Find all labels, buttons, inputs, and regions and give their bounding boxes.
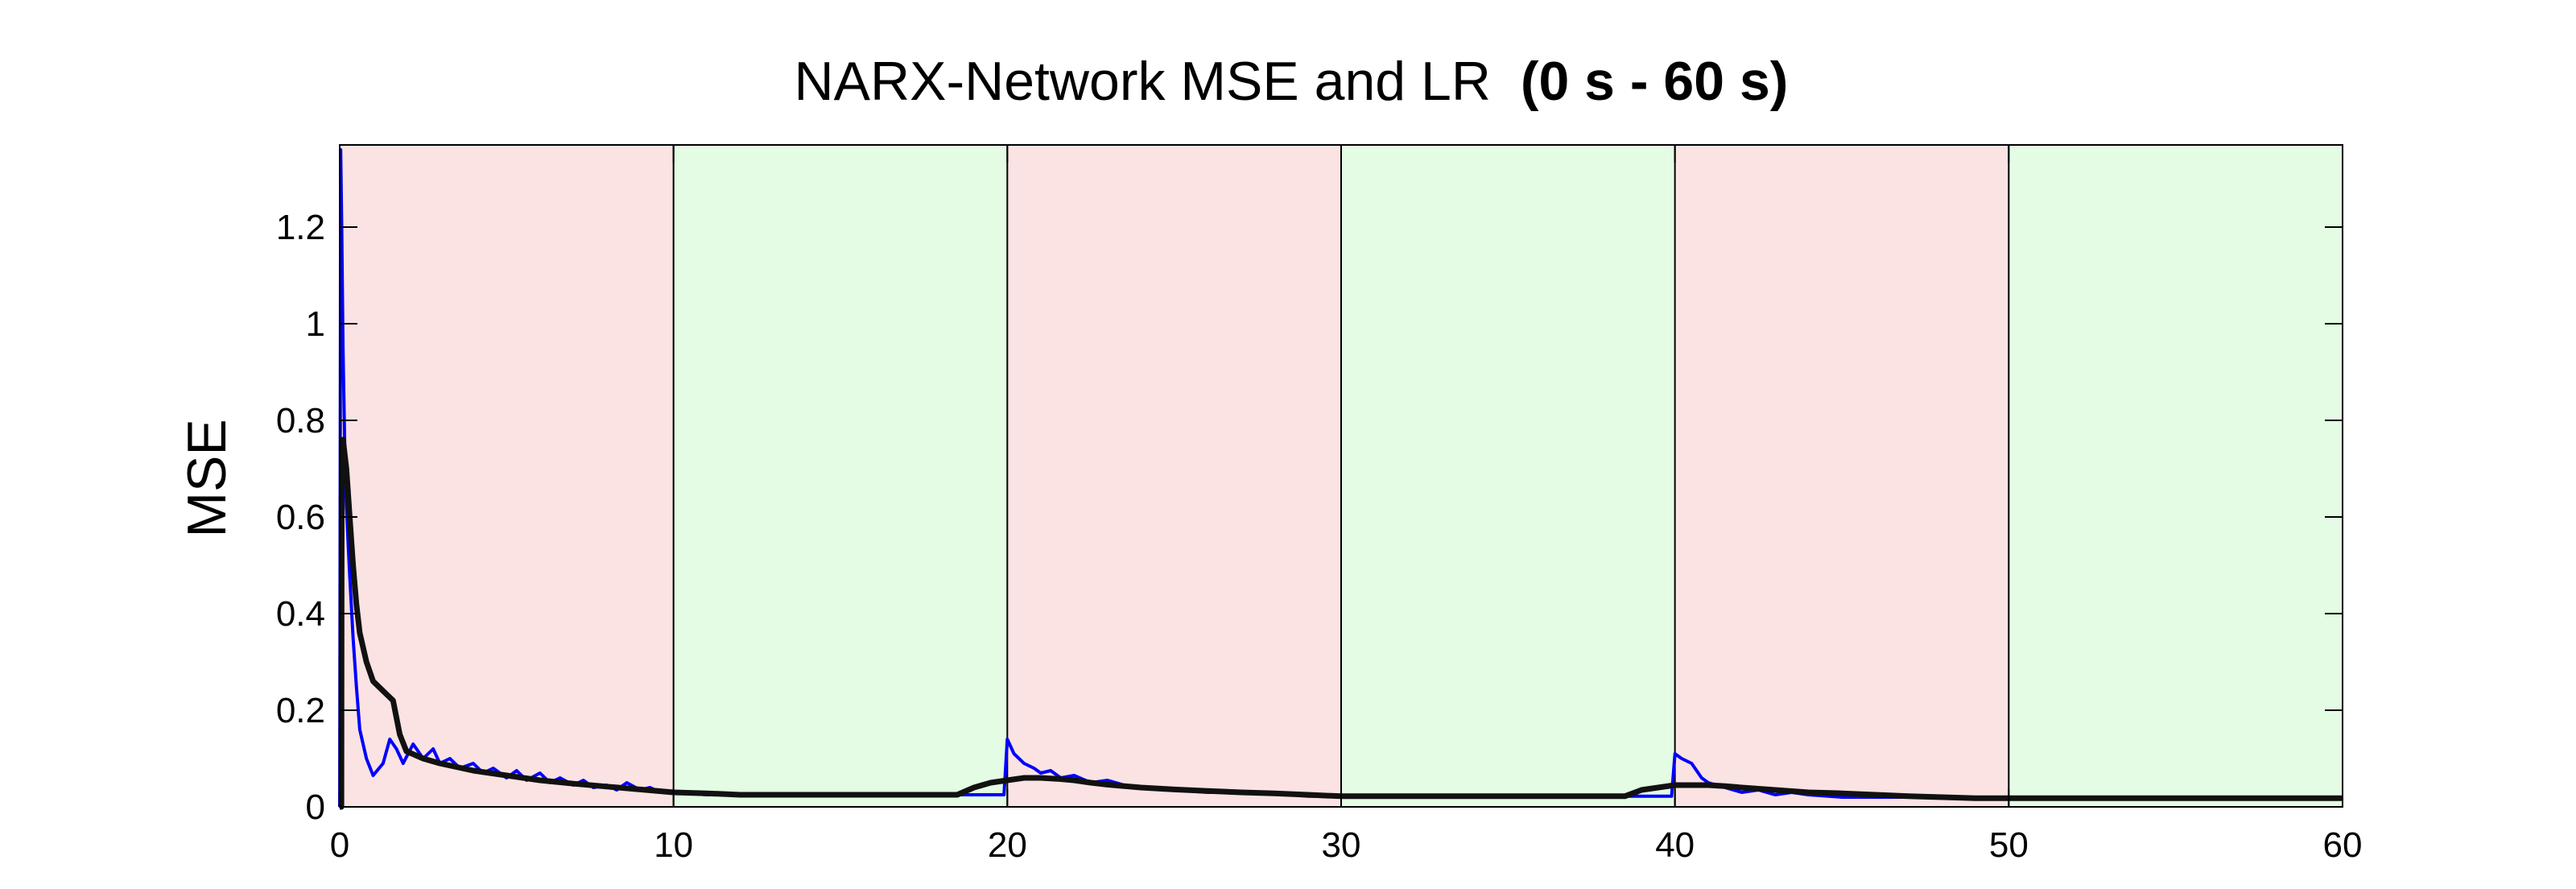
x-axis: 0 10 20 30 40 50 60 xyxy=(330,145,2363,865)
y-tick-label: 0.8 xyxy=(276,401,325,440)
y-tick-label: 0 xyxy=(306,788,325,827)
shaded-region-2 xyxy=(1007,145,1341,807)
shaded-region-4 xyxy=(1674,145,2009,807)
y-axis-label: MSE xyxy=(176,419,237,537)
x-tick-label: 10 xyxy=(654,825,693,865)
y-tick-label: 1.2 xyxy=(276,208,325,247)
shaded-regions xyxy=(340,145,2343,807)
shaded-region-1 xyxy=(673,145,1008,807)
x-tick-label: 0 xyxy=(330,825,349,865)
x-tick-label: 50 xyxy=(1989,825,2029,865)
x-tick-label: 40 xyxy=(1655,825,1695,865)
region-dividers xyxy=(672,145,2010,807)
x-tick-label: 20 xyxy=(988,825,1027,865)
y-tick-label: 0.6 xyxy=(276,498,325,537)
series-lines xyxy=(338,148,2343,810)
series-line-lr xyxy=(338,436,2343,810)
x-tick-label: 30 xyxy=(1322,825,1361,865)
shaded-region-3 xyxy=(1341,145,1675,807)
shaded-region-0 xyxy=(340,145,674,807)
y-tick-label: 1 xyxy=(306,304,325,344)
y-tick-label: 0.2 xyxy=(276,691,325,730)
chart-title-range: (0 s - 60 s) xyxy=(1521,51,1789,112)
chart-title: NARX-Network MSE and LR (0 s - 60 s) xyxy=(795,51,1789,112)
y-tick-label: 0.4 xyxy=(276,594,325,634)
x-tick-label: 60 xyxy=(2323,825,2363,865)
chart-title-main: NARX-Network MSE and LR xyxy=(795,51,1491,112)
y-axis: 0 0.2 0.4 0.6 0.8 1 1.2 xyxy=(276,208,2343,827)
shaded-region-5 xyxy=(2008,145,2343,807)
